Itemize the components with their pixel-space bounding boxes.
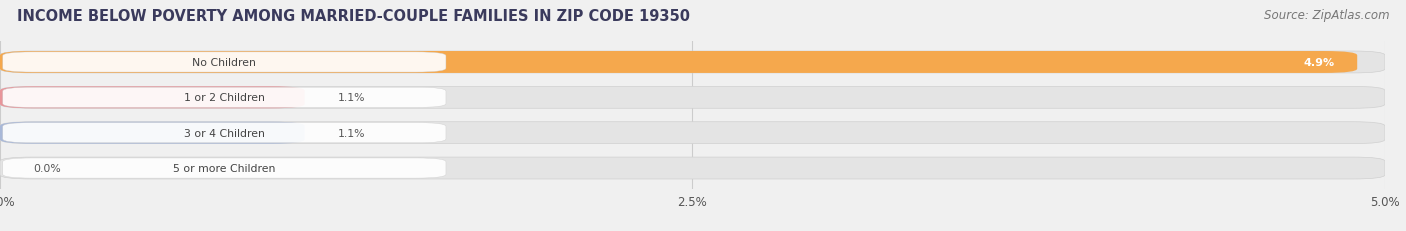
Text: INCOME BELOW POVERTY AMONG MARRIED-COUPLE FAMILIES IN ZIP CODE 19350: INCOME BELOW POVERTY AMONG MARRIED-COUPL… xyxy=(17,9,690,24)
Text: 0.0%: 0.0% xyxy=(34,163,60,173)
Text: Source: ZipAtlas.com: Source: ZipAtlas.com xyxy=(1264,9,1389,22)
FancyBboxPatch shape xyxy=(3,123,446,143)
FancyBboxPatch shape xyxy=(0,122,1385,144)
Text: 5 or more Children: 5 or more Children xyxy=(173,163,276,173)
FancyBboxPatch shape xyxy=(0,157,1385,179)
Text: 1 or 2 Children: 1 or 2 Children xyxy=(184,93,264,103)
FancyBboxPatch shape xyxy=(0,87,1385,109)
FancyBboxPatch shape xyxy=(3,53,446,73)
FancyBboxPatch shape xyxy=(3,158,446,178)
Text: 1.1%: 1.1% xyxy=(337,128,366,138)
FancyBboxPatch shape xyxy=(0,87,305,109)
Text: 3 or 4 Children: 3 or 4 Children xyxy=(184,128,264,138)
Text: No Children: No Children xyxy=(193,58,256,68)
FancyBboxPatch shape xyxy=(0,52,1357,74)
Text: 4.9%: 4.9% xyxy=(1303,58,1336,68)
FancyBboxPatch shape xyxy=(0,122,305,144)
FancyBboxPatch shape xyxy=(0,52,1385,74)
Text: 1.1%: 1.1% xyxy=(337,93,366,103)
FancyBboxPatch shape xyxy=(3,88,446,108)
